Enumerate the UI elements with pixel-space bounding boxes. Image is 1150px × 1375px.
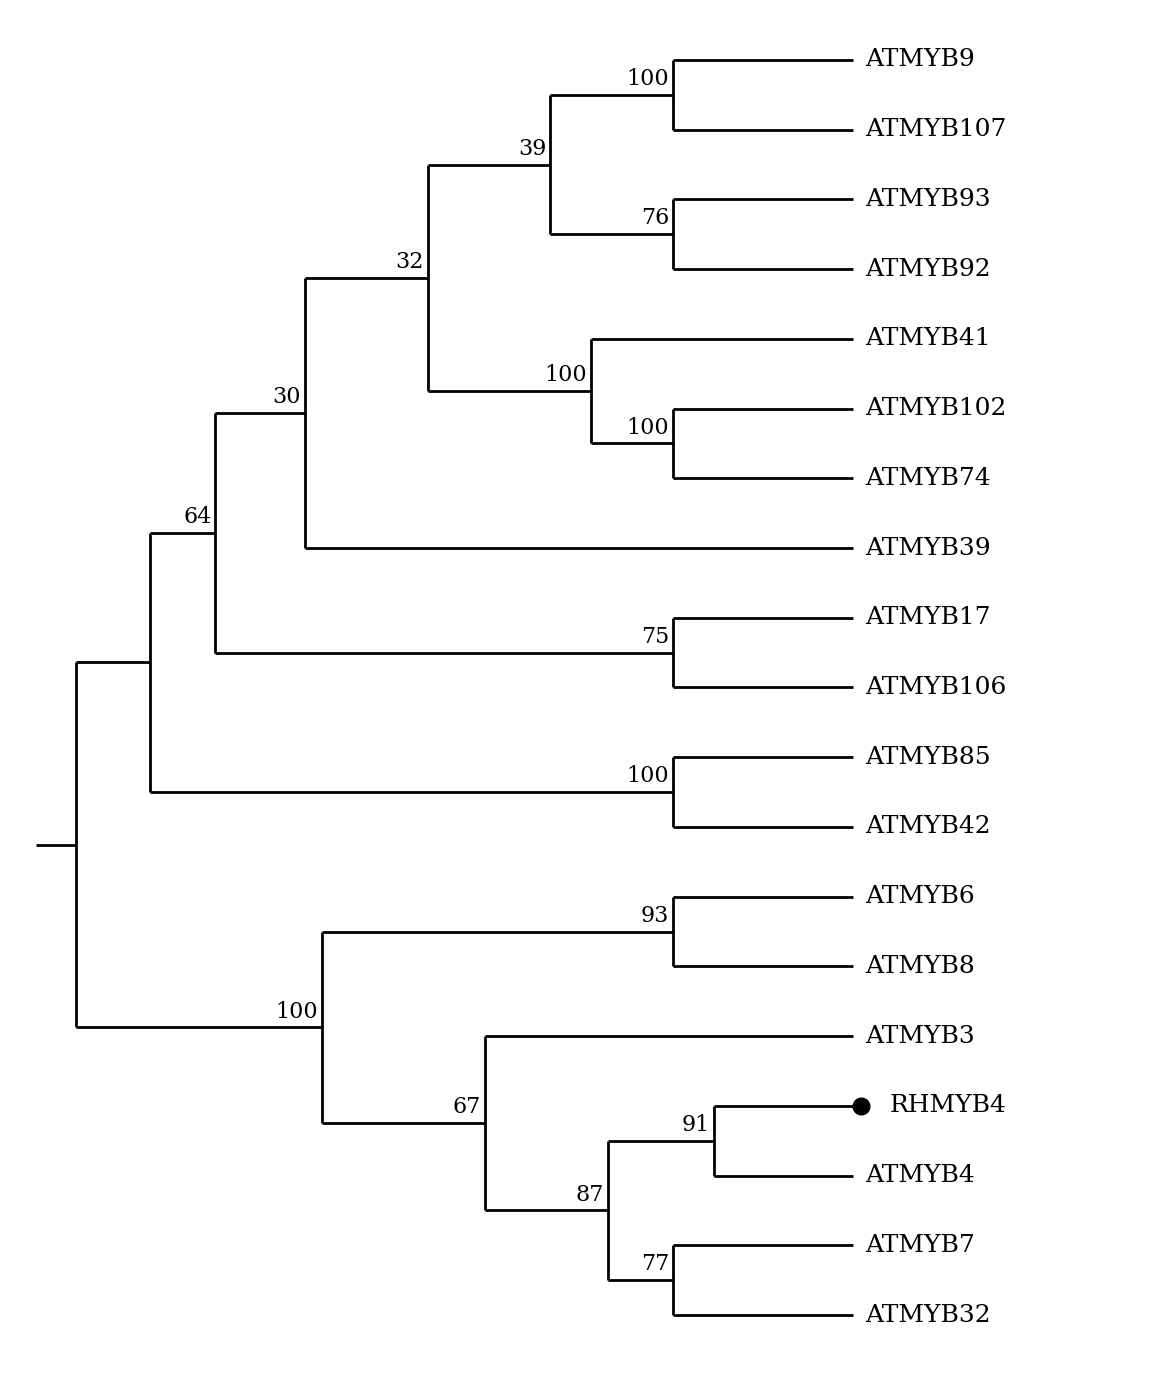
Text: 93: 93 [641,905,669,927]
Text: RHMYB4: RHMYB4 [890,1094,1006,1118]
Text: 30: 30 [273,386,301,408]
Text: ATMYB74: ATMYB74 [865,466,991,490]
Text: ATMYB106: ATMYB106 [865,676,1006,698]
Text: 100: 100 [627,417,669,439]
Text: 100: 100 [545,364,588,386]
Text: 91: 91 [682,1114,710,1136]
Text: ATMYB32: ATMYB32 [865,1304,991,1327]
Text: ATMYB7: ATMYB7 [865,1233,975,1257]
Text: 76: 76 [641,208,669,230]
Text: ATMYB93: ATMYB93 [865,188,991,210]
Text: 77: 77 [641,1254,669,1276]
Text: ATMYB4: ATMYB4 [865,1165,975,1187]
Text: 67: 67 [453,1096,481,1118]
Text: 100: 100 [627,67,669,89]
Text: 100: 100 [627,766,669,788]
Text: ATMYB39: ATMYB39 [865,536,991,560]
Text: 75: 75 [641,626,669,648]
Text: ATMYB85: ATMYB85 [865,745,991,769]
Text: ATMYB6: ATMYB6 [865,886,975,909]
Text: 100: 100 [275,1001,317,1023]
Text: 32: 32 [396,252,424,274]
Text: ATMYB3: ATMYB3 [865,1024,975,1048]
Text: ATMYB8: ATMYB8 [865,954,975,978]
Text: ATMYB17: ATMYB17 [865,606,990,630]
Text: 39: 39 [518,138,546,160]
Text: ATMYB102: ATMYB102 [865,397,1006,421]
Text: 87: 87 [575,1184,604,1206]
Text: ATMYB92: ATMYB92 [865,257,991,280]
Text: ATMYB107: ATMYB107 [865,118,1006,142]
Text: 64: 64 [183,506,212,528]
Text: ATMYB41: ATMYB41 [865,327,990,351]
Text: ATMYB42: ATMYB42 [865,815,991,839]
Text: ATMYB9: ATMYB9 [865,48,975,72]
